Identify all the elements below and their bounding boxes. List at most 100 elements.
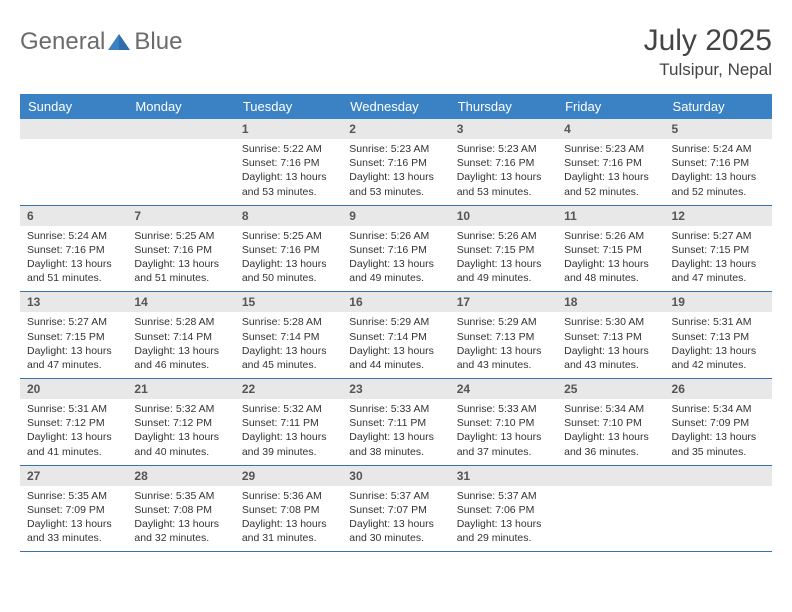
- calendar-cell: 6Sunrise: 5:24 AM Sunset: 7:16 PM Daylig…: [20, 205, 127, 292]
- month-title: July 2025: [644, 24, 772, 58]
- calendar-cell: 10Sunrise: 5:26 AM Sunset: 7:15 PM Dayli…: [450, 205, 557, 292]
- calendar-cell: 21Sunrise: 5:32 AM Sunset: 7:12 PM Dayli…: [127, 379, 234, 466]
- calendar-cell: [20, 119, 127, 205]
- day-info: Sunrise: 5:27 AM Sunset: 7:15 PM Dayligh…: [665, 226, 772, 292]
- day-number: 18: [557, 292, 664, 312]
- calendar-cell: 1Sunrise: 5:22 AM Sunset: 7:16 PM Daylig…: [235, 119, 342, 205]
- day-info: Sunrise: 5:24 AM Sunset: 7:16 PM Dayligh…: [20, 226, 127, 292]
- calendar-cell: 28Sunrise: 5:35 AM Sunset: 7:08 PM Dayli…: [127, 465, 234, 552]
- day-number: 7: [127, 206, 234, 226]
- title-block: July 2025 Tulsipur, Nepal: [644, 24, 772, 80]
- day-number: 11: [557, 206, 664, 226]
- calendar-cell: 2Sunrise: 5:23 AM Sunset: 7:16 PM Daylig…: [342, 119, 449, 205]
- day-number: 26: [665, 379, 772, 399]
- day-number: 24: [450, 379, 557, 399]
- day-info: Sunrise: 5:29 AM Sunset: 7:13 PM Dayligh…: [450, 312, 557, 378]
- day-number-empty: [665, 466, 772, 486]
- calendar-cell: 8Sunrise: 5:25 AM Sunset: 7:16 PM Daylig…: [235, 205, 342, 292]
- weekday-header: Friday: [557, 94, 664, 119]
- calendar-cell: 22Sunrise: 5:32 AM Sunset: 7:11 PM Dayli…: [235, 379, 342, 466]
- day-number: 30: [342, 466, 449, 486]
- calendar-page: General Blue July 2025 Tulsipur, Nepal S…: [0, 0, 792, 572]
- calendar-cell: 7Sunrise: 5:25 AM Sunset: 7:16 PM Daylig…: [127, 205, 234, 292]
- day-number: 15: [235, 292, 342, 312]
- weekday-header: Tuesday: [235, 94, 342, 119]
- day-number: 14: [127, 292, 234, 312]
- calendar-cell: 4Sunrise: 5:23 AM Sunset: 7:16 PM Daylig…: [557, 119, 664, 205]
- location-label: Tulsipur, Nepal: [644, 60, 772, 80]
- day-info: Sunrise: 5:29 AM Sunset: 7:14 PM Dayligh…: [342, 312, 449, 378]
- day-info: Sunrise: 5:26 AM Sunset: 7:15 PM Dayligh…: [557, 226, 664, 292]
- logo: General Blue: [20, 28, 182, 56]
- weekday-header: Saturday: [665, 94, 772, 119]
- day-info-empty: [127, 139, 234, 195]
- day-info: Sunrise: 5:37 AM Sunset: 7:06 PM Dayligh…: [450, 486, 557, 552]
- calendar-cell: 9Sunrise: 5:26 AM Sunset: 7:16 PM Daylig…: [342, 205, 449, 292]
- day-info: Sunrise: 5:32 AM Sunset: 7:12 PM Dayligh…: [127, 399, 234, 465]
- day-info: Sunrise: 5:26 AM Sunset: 7:15 PM Dayligh…: [450, 226, 557, 292]
- calendar-row: 13Sunrise: 5:27 AM Sunset: 7:15 PM Dayli…: [20, 292, 772, 379]
- day-number: 21: [127, 379, 234, 399]
- calendar-cell: 3Sunrise: 5:23 AM Sunset: 7:16 PM Daylig…: [450, 119, 557, 205]
- day-number: 10: [450, 206, 557, 226]
- calendar-cell: [665, 465, 772, 552]
- day-number: 16: [342, 292, 449, 312]
- calendar-cell: 25Sunrise: 5:34 AM Sunset: 7:10 PM Dayli…: [557, 379, 664, 466]
- day-info: Sunrise: 5:26 AM Sunset: 7:16 PM Dayligh…: [342, 226, 449, 292]
- day-number: 23: [342, 379, 449, 399]
- calendar-cell: 12Sunrise: 5:27 AM Sunset: 7:15 PM Dayli…: [665, 205, 772, 292]
- calendar-cell: 29Sunrise: 5:36 AM Sunset: 7:08 PM Dayli…: [235, 465, 342, 552]
- calendar-cell: 15Sunrise: 5:28 AM Sunset: 7:14 PM Dayli…: [235, 292, 342, 379]
- day-info: Sunrise: 5:34 AM Sunset: 7:09 PM Dayligh…: [665, 399, 772, 465]
- weekday-header: Sunday: [20, 94, 127, 119]
- calendar-body: 1Sunrise: 5:22 AM Sunset: 7:16 PM Daylig…: [20, 119, 772, 552]
- day-number: 29: [235, 466, 342, 486]
- day-number: 4: [557, 119, 664, 139]
- day-info: Sunrise: 5:24 AM Sunset: 7:16 PM Dayligh…: [665, 139, 772, 205]
- day-number: 6: [20, 206, 127, 226]
- logo-text-blue: Blue: [134, 28, 182, 56]
- weekday-header-row: SundayMondayTuesdayWednesdayThursdayFrid…: [20, 94, 772, 119]
- day-number: 9: [342, 206, 449, 226]
- day-info-empty: [665, 486, 772, 542]
- calendar-cell: 5Sunrise: 5:24 AM Sunset: 7:16 PM Daylig…: [665, 119, 772, 205]
- day-info: Sunrise: 5:23 AM Sunset: 7:16 PM Dayligh…: [557, 139, 664, 205]
- day-number: 31: [450, 466, 557, 486]
- day-number: 12: [665, 206, 772, 226]
- day-number-empty: [127, 119, 234, 139]
- day-number: 19: [665, 292, 772, 312]
- day-number: 28: [127, 466, 234, 486]
- calendar-cell: 19Sunrise: 5:31 AM Sunset: 7:13 PM Dayli…: [665, 292, 772, 379]
- day-number: 8: [235, 206, 342, 226]
- day-number: 1: [235, 119, 342, 139]
- day-number: 5: [665, 119, 772, 139]
- day-number-empty: [20, 119, 127, 139]
- weekday-header: Monday: [127, 94, 234, 119]
- day-info: Sunrise: 5:27 AM Sunset: 7:15 PM Dayligh…: [20, 312, 127, 378]
- day-number-empty: [557, 466, 664, 486]
- day-info: Sunrise: 5:34 AM Sunset: 7:10 PM Dayligh…: [557, 399, 664, 465]
- day-info-empty: [557, 486, 664, 542]
- day-number: 17: [450, 292, 557, 312]
- calendar-cell: 27Sunrise: 5:35 AM Sunset: 7:09 PM Dayli…: [20, 465, 127, 552]
- day-info: Sunrise: 5:28 AM Sunset: 7:14 PM Dayligh…: [235, 312, 342, 378]
- day-info-empty: [20, 139, 127, 195]
- day-info: Sunrise: 5:31 AM Sunset: 7:13 PM Dayligh…: [665, 312, 772, 378]
- day-info: Sunrise: 5:32 AM Sunset: 7:11 PM Dayligh…: [235, 399, 342, 465]
- day-number: 27: [20, 466, 127, 486]
- calendar-cell: 30Sunrise: 5:37 AM Sunset: 7:07 PM Dayli…: [342, 465, 449, 552]
- calendar-cell: [557, 465, 664, 552]
- calendar-cell: 17Sunrise: 5:29 AM Sunset: 7:13 PM Dayli…: [450, 292, 557, 379]
- calendar-cell: 13Sunrise: 5:27 AM Sunset: 7:15 PM Dayli…: [20, 292, 127, 379]
- calendar-cell: 20Sunrise: 5:31 AM Sunset: 7:12 PM Dayli…: [20, 379, 127, 466]
- calendar-cell: 23Sunrise: 5:33 AM Sunset: 7:11 PM Dayli…: [342, 379, 449, 466]
- calendar-cell: [127, 119, 234, 205]
- calendar-row: 27Sunrise: 5:35 AM Sunset: 7:09 PM Dayli…: [20, 465, 772, 552]
- day-info: Sunrise: 5:33 AM Sunset: 7:11 PM Dayligh…: [342, 399, 449, 465]
- calendar-cell: 26Sunrise: 5:34 AM Sunset: 7:09 PM Dayli…: [665, 379, 772, 466]
- calendar-cell: 16Sunrise: 5:29 AM Sunset: 7:14 PM Dayli…: [342, 292, 449, 379]
- weekday-header: Wednesday: [342, 94, 449, 119]
- calendar-table: SundayMondayTuesdayWednesdayThursdayFrid…: [20, 94, 772, 552]
- logo-text-general: General: [20, 28, 105, 56]
- day-info: Sunrise: 5:37 AM Sunset: 7:07 PM Dayligh…: [342, 486, 449, 552]
